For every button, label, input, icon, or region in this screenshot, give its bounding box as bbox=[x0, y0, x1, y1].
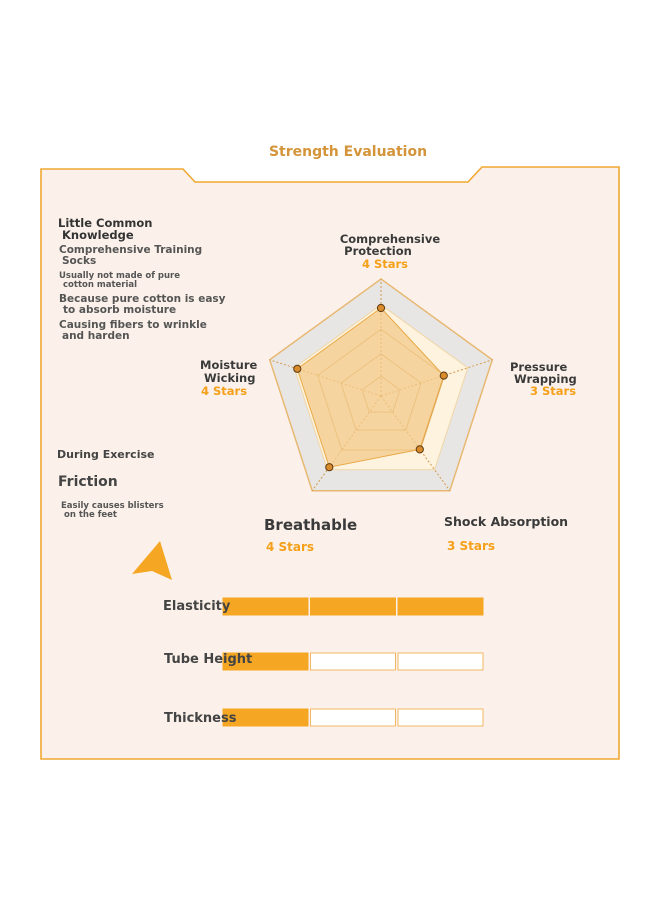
axis-label-breathable: Breathable bbox=[264, 516, 357, 534]
bar-segment-1-1 bbox=[222, 597, 309, 616]
axis-stars-moisture-wicking: 4 Stars bbox=[201, 384, 247, 398]
exercise-note: During Exercise Friction Easily causes b… bbox=[57, 448, 164, 520]
bar-segment-1-2 bbox=[310, 597, 396, 616]
radar-point-4 bbox=[325, 463, 334, 472]
radar-axis-line-5 bbox=[269, 359, 382, 397]
note-item4-line2: and harden bbox=[62, 330, 130, 342]
bar-label-thickness: Thickness bbox=[164, 711, 237, 726]
axis-label-comprehensive-protection-line2: Protection bbox=[344, 244, 412, 258]
exercise-label: During Exercise bbox=[57, 448, 155, 461]
radar-axis-labels: Comprehensive Protection 4 Stars Pressur… bbox=[200, 232, 577, 554]
radar-point-5 bbox=[293, 364, 302, 373]
arrow-pointer-icon bbox=[132, 541, 172, 580]
axis-stars-shock-absorption: 3 Stars bbox=[447, 539, 495, 553]
radar-grid-lines bbox=[269, 279, 493, 491]
axis-label-moisture-wicking-line2: Wicking bbox=[204, 371, 255, 385]
bar-label-elasticity: Elasticity bbox=[163, 599, 231, 614]
note-item2-line2: cotton material bbox=[63, 280, 137, 290]
radar-axis-line-2 bbox=[380, 359, 493, 397]
radar-points bbox=[293, 303, 448, 472]
bar-segment-2-1 bbox=[222, 652, 309, 671]
bar-segment-1-3 bbox=[397, 597, 484, 616]
radar-chart bbox=[268, 278, 494, 492]
bar-label-tube-height: Tube Height bbox=[164, 652, 252, 667]
radar-point-1 bbox=[376, 303, 386, 313]
radar-series-area bbox=[296, 307, 445, 468]
axis-stars-pressure-wrapping: 3 Stars bbox=[530, 384, 576, 398]
radar-axis-line-4 bbox=[311, 395, 382, 491]
axis-label-pressure-wrapping-line2: Wrapping bbox=[514, 372, 577, 386]
note-item3-line2: to absorb moisture bbox=[63, 304, 176, 316]
common-knowledge-notes: Little Common Knowledge Comprehensive Tr… bbox=[58, 216, 226, 342]
axis-stars-comprehensive-protection: 4 Stars bbox=[362, 257, 408, 271]
axis-stars-breathable: 4 Stars bbox=[266, 540, 314, 554]
bar-segment-2-2 bbox=[310, 652, 396, 671]
axis-label-shock-absorption: Shock Absorption bbox=[444, 514, 568, 529]
bar-segment-3-1 bbox=[222, 708, 309, 727]
bar-segment-3-3 bbox=[397, 708, 484, 727]
radar-series bbox=[296, 307, 445, 468]
radar-axis-line-3 bbox=[380, 395, 451, 491]
friction-desc-line1: Easily causes blisters bbox=[61, 501, 164, 511]
friction-label: Friction bbox=[58, 474, 118, 490]
note-item1-line1: Comprehensive Training bbox=[59, 244, 202, 256]
friction-desc-line2: on the feet bbox=[64, 510, 117, 520]
notes-heading-line2: Knowledge bbox=[62, 228, 134, 242]
notes-heading-line1: Little Common bbox=[58, 216, 152, 230]
note-item1-line2: Socks bbox=[62, 255, 96, 267]
note-item4-line1: Causing fibers to wrinkle bbox=[59, 319, 207, 331]
axis-label-pressure-wrapping-line1: Pressure bbox=[510, 360, 567, 374]
axis-label-moisture-wicking-line1: Moisture bbox=[200, 358, 257, 372]
radar-point-3 bbox=[415, 445, 424, 454]
radar-point-2 bbox=[439, 371, 448, 380]
bar-segment-2-3 bbox=[397, 652, 484, 671]
note-item2-line1: Usually not made of pure bbox=[59, 271, 180, 281]
note-item3-line1: Because pure cotton is easy bbox=[59, 293, 226, 305]
segmented-bar-chart: Elasticity Tube Height Thickness bbox=[163, 597, 484, 727]
bar-segment-3-2 bbox=[310, 708, 396, 727]
page-title: Strength Evaluation bbox=[269, 144, 427, 160]
axis-label-comprehensive-protection-line1: Comprehensive bbox=[340, 232, 440, 246]
